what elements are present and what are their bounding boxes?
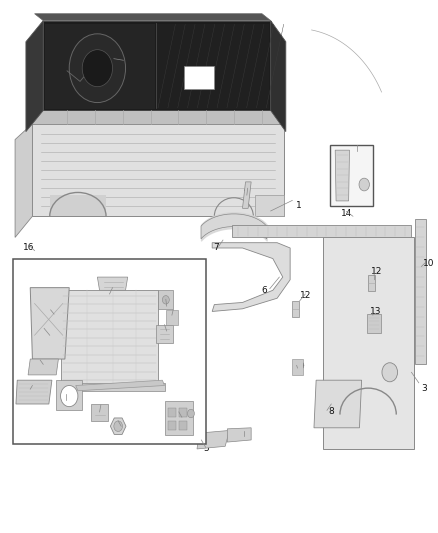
Bar bbox=[168, 408, 176, 417]
Polygon shape bbox=[32, 110, 284, 124]
Text: 29: 29 bbox=[350, 148, 361, 157]
Text: 21: 21 bbox=[159, 296, 170, 305]
Text: 5: 5 bbox=[203, 445, 208, 454]
Text: 19: 19 bbox=[160, 328, 172, 337]
Text: 22: 22 bbox=[23, 386, 35, 395]
Polygon shape bbox=[166, 310, 178, 325]
Text: 12: 12 bbox=[300, 291, 311, 300]
Text: 17: 17 bbox=[36, 326, 48, 335]
Polygon shape bbox=[50, 195, 106, 216]
Circle shape bbox=[382, 363, 398, 382]
Polygon shape bbox=[323, 237, 413, 449]
Text: 15: 15 bbox=[237, 429, 248, 438]
Polygon shape bbox=[335, 150, 350, 201]
Polygon shape bbox=[110, 418, 126, 434]
Circle shape bbox=[162, 296, 170, 304]
Bar bbox=[292, 301, 299, 317]
Text: 27: 27 bbox=[102, 291, 114, 300]
Text: 28: 28 bbox=[172, 409, 183, 418]
Text: 20: 20 bbox=[95, 402, 106, 411]
Polygon shape bbox=[197, 431, 230, 449]
Circle shape bbox=[82, 50, 113, 87]
Polygon shape bbox=[271, 21, 286, 132]
Polygon shape bbox=[56, 380, 82, 410]
Polygon shape bbox=[45, 25, 155, 109]
Polygon shape bbox=[292, 359, 303, 375]
Polygon shape bbox=[156, 325, 173, 343]
Text: 9: 9 bbox=[298, 362, 304, 372]
Polygon shape bbox=[158, 290, 173, 309]
Text: 24: 24 bbox=[166, 307, 177, 316]
Polygon shape bbox=[314, 380, 362, 428]
Text: 16: 16 bbox=[23, 244, 35, 253]
Polygon shape bbox=[201, 214, 267, 239]
Text: 18: 18 bbox=[60, 397, 72, 406]
Polygon shape bbox=[227, 428, 251, 442]
Circle shape bbox=[69, 34, 126, 102]
Polygon shape bbox=[255, 195, 284, 216]
Text: 7: 7 bbox=[214, 244, 219, 253]
Polygon shape bbox=[415, 219, 426, 365]
Polygon shape bbox=[232, 225, 411, 237]
Text: 13: 13 bbox=[370, 307, 381, 316]
Text: 8: 8 bbox=[328, 407, 334, 416]
Circle shape bbox=[60, 385, 78, 407]
Bar bbox=[179, 408, 187, 417]
Text: 1: 1 bbox=[296, 201, 302, 210]
Circle shape bbox=[359, 178, 369, 191]
Polygon shape bbox=[43, 21, 271, 110]
Bar bbox=[184, 66, 214, 90]
Bar bbox=[367, 276, 374, 292]
Polygon shape bbox=[212, 243, 290, 311]
Polygon shape bbox=[32, 124, 284, 216]
Text: 11: 11 bbox=[102, 53, 114, 62]
Polygon shape bbox=[30, 288, 69, 359]
Text: 6: 6 bbox=[261, 286, 267, 295]
Polygon shape bbox=[97, 277, 128, 290]
Polygon shape bbox=[28, 359, 58, 375]
Text: 3: 3 bbox=[421, 384, 427, 393]
Polygon shape bbox=[16, 380, 52, 404]
Circle shape bbox=[187, 409, 194, 418]
Polygon shape bbox=[76, 380, 165, 391]
Text: 10: 10 bbox=[423, 260, 434, 268]
Text: 23: 23 bbox=[33, 357, 45, 366]
Circle shape bbox=[114, 421, 123, 432]
Text: 25: 25 bbox=[114, 423, 126, 432]
Polygon shape bbox=[15, 124, 32, 237]
Bar bbox=[179, 421, 187, 431]
Polygon shape bbox=[60, 290, 158, 385]
FancyBboxPatch shape bbox=[329, 145, 373, 206]
Polygon shape bbox=[74, 383, 165, 391]
Polygon shape bbox=[165, 401, 193, 435]
Bar bbox=[168, 421, 176, 431]
Text: 12: 12 bbox=[371, 267, 382, 276]
Polygon shape bbox=[157, 25, 269, 109]
FancyBboxPatch shape bbox=[13, 259, 206, 443]
Polygon shape bbox=[243, 182, 251, 208]
Text: 4: 4 bbox=[244, 185, 250, 195]
Polygon shape bbox=[367, 314, 381, 333]
Text: 26: 26 bbox=[43, 307, 55, 316]
Polygon shape bbox=[26, 21, 43, 132]
Text: 14: 14 bbox=[341, 209, 352, 218]
Polygon shape bbox=[91, 404, 108, 421]
Polygon shape bbox=[35, 14, 271, 21]
